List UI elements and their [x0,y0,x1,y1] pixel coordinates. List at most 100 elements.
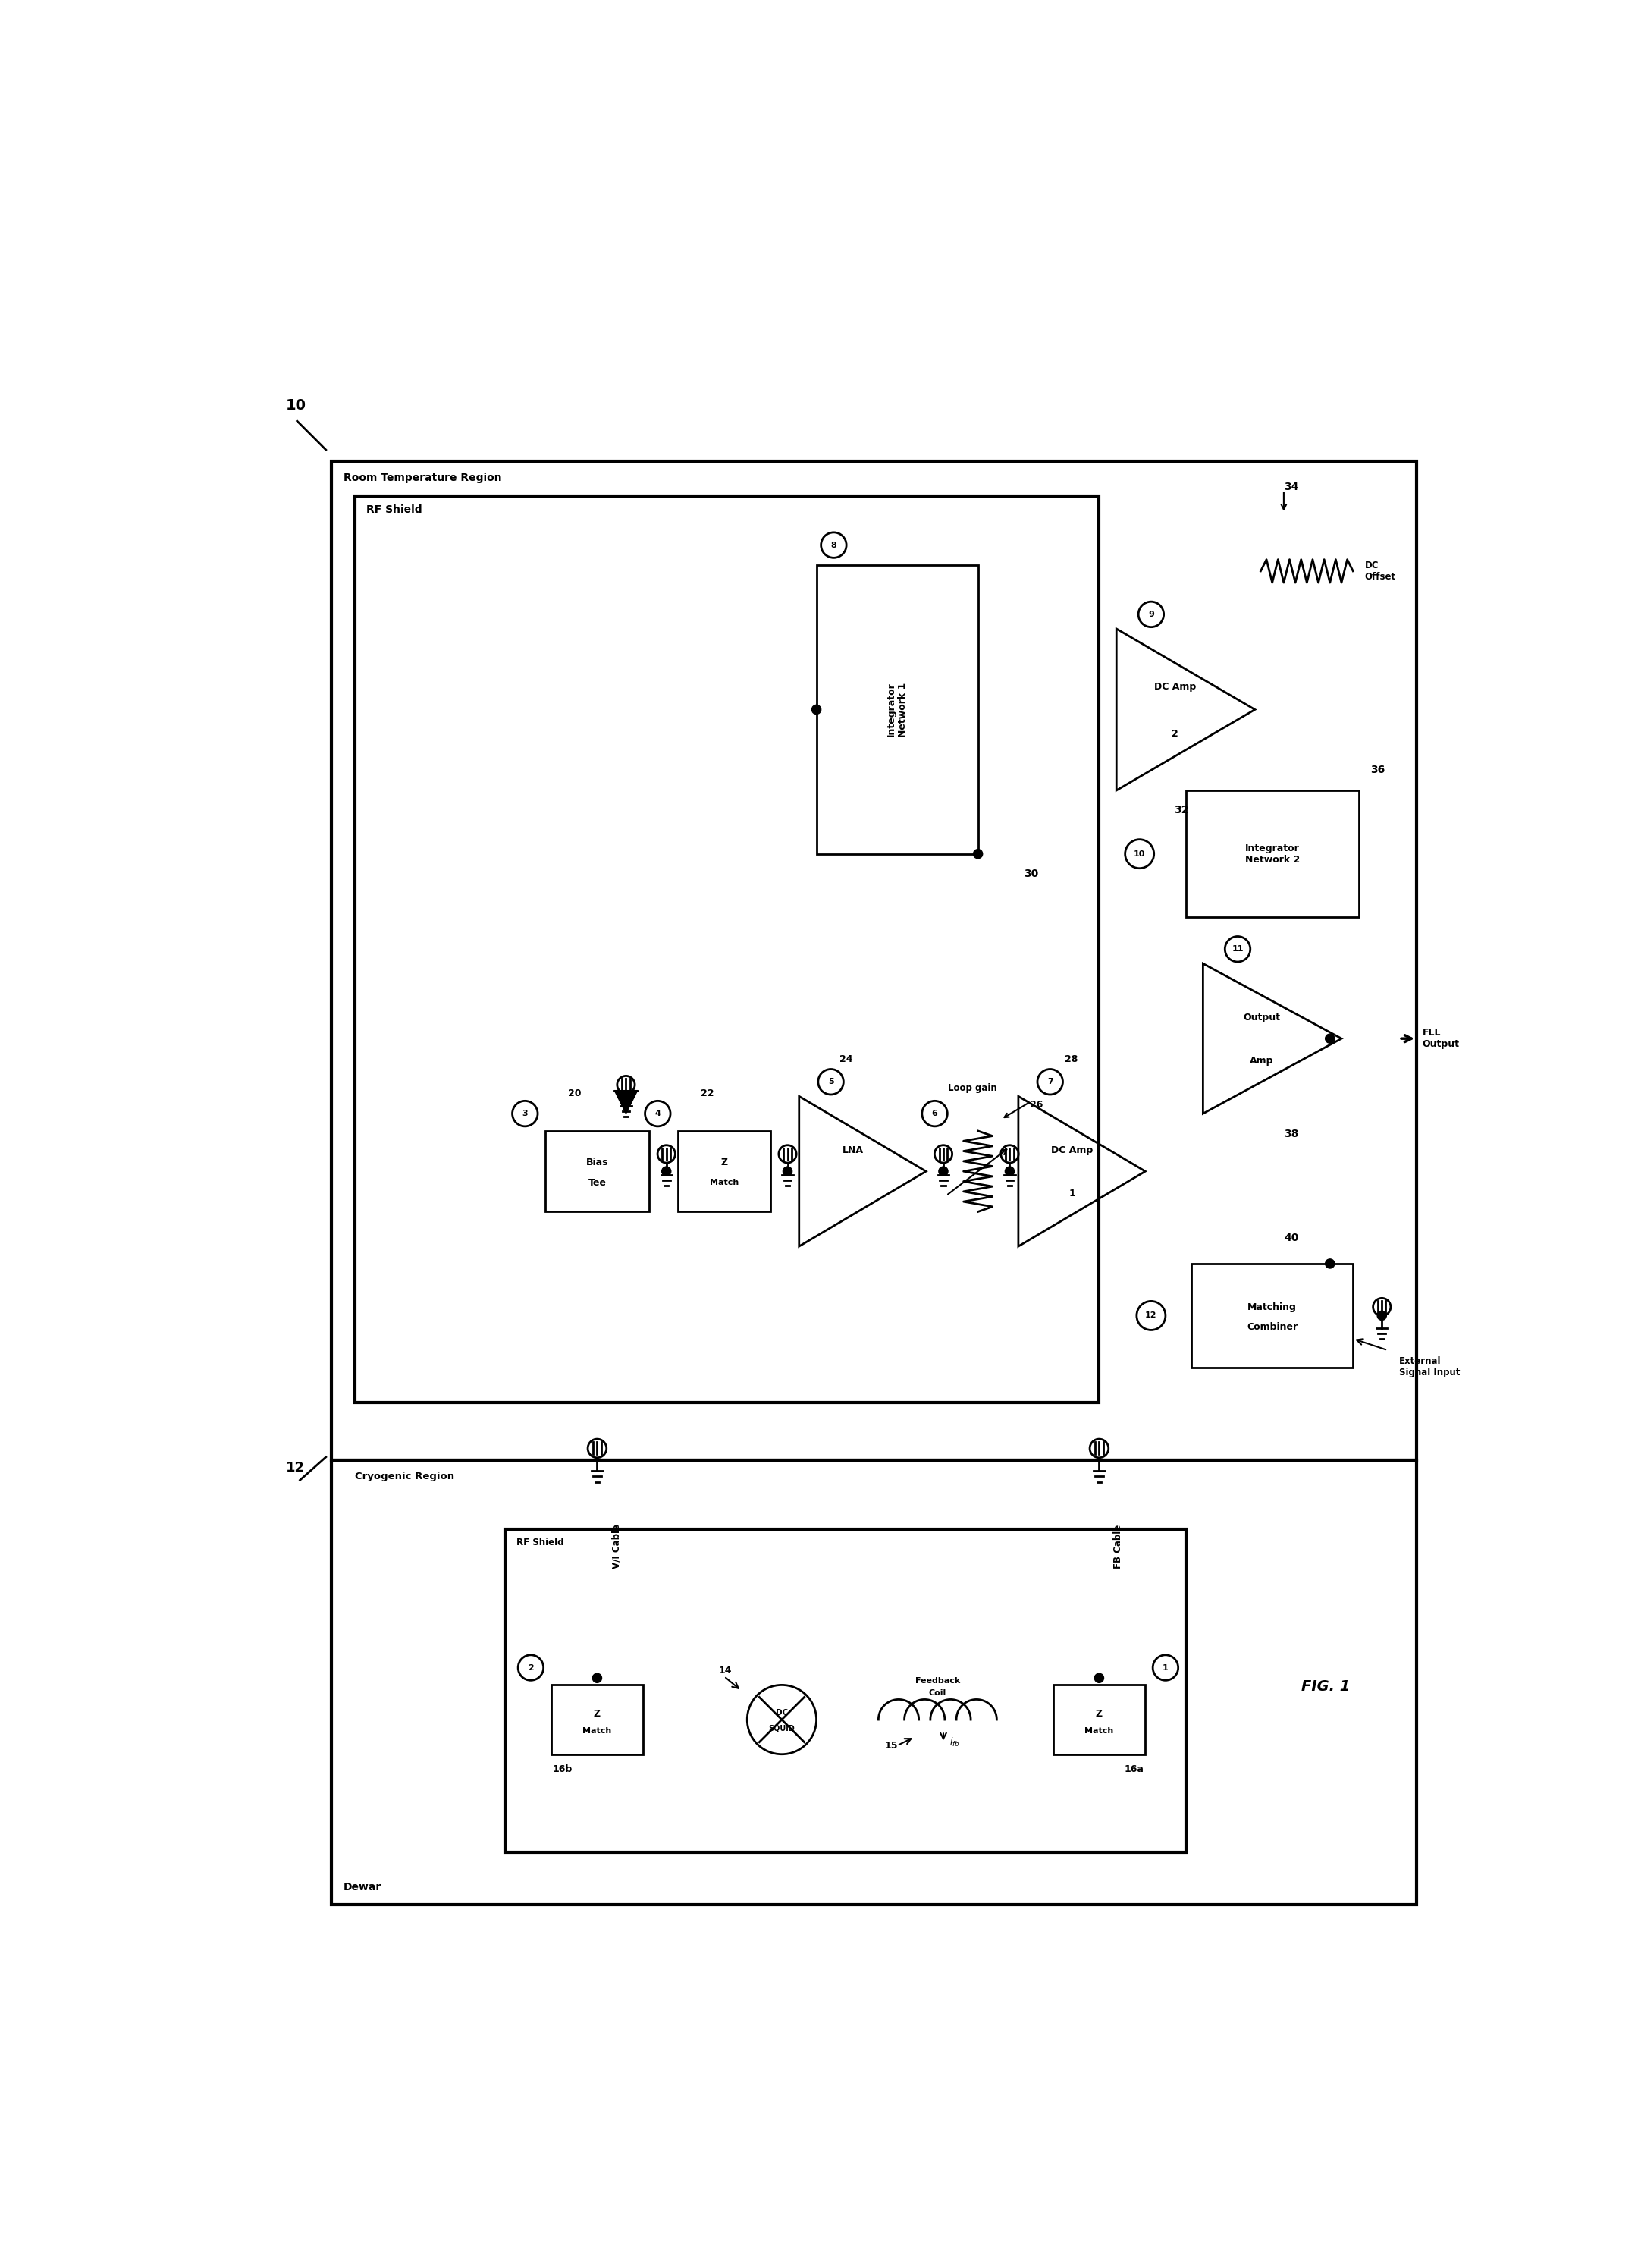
Text: Amp: Amp [1250,1057,1274,1066]
Text: Loop gain: Loop gain [948,1082,998,1093]
Text: $i_{fb}$: $i_{fb}$ [950,1737,960,1749]
Text: 9: 9 [1148,610,1155,619]
Text: Z: Z [1096,1708,1102,1719]
Bar [550,1685,644,1753]
Text: 32: 32 [1174,805,1189,816]
Text: 5: 5 [827,1077,834,1086]
Text: SQUID: SQUID [768,1724,794,1733]
Circle shape [518,1656,544,1681]
Text: Matching: Matching [1248,1302,1297,1311]
Text: 8: 8 [830,542,837,549]
Text: Feedback: Feedback [916,1678,960,1685]
Circle shape [1137,1302,1166,1329]
Text: 4: 4 [655,1109,660,1118]
Text: Room Temperature Region: Room Temperature Region [344,474,501,483]
Text: 34: 34 [1284,481,1299,492]
Circle shape [922,1100,947,1127]
Bar [1191,1263,1353,1368]
Text: 16a: 16a [1124,1765,1143,1774]
Circle shape [1325,1034,1335,1043]
Circle shape [1153,1656,1178,1681]
Text: 11: 11 [1232,946,1243,953]
Text: 1: 1 [1163,1665,1168,1672]
Text: 10: 10 [285,399,306,413]
Text: 12: 12 [285,1461,305,1474]
Text: 2: 2 [1171,728,1179,739]
Text: 7: 7 [1047,1077,1053,1086]
Text: 38: 38 [1284,1129,1299,1139]
Text: FB Cable: FB Cable [1114,1524,1124,1569]
Circle shape [645,1100,670,1127]
Text: DC Amp: DC Amp [1155,683,1196,692]
Circle shape [662,1166,672,1175]
Circle shape [1094,1674,1104,1683]
Circle shape [593,1674,601,1683]
Circle shape [1037,1068,1063,1095]
Text: 1: 1 [1070,1188,1076,1200]
Text: 36: 36 [1371,764,1386,776]
Circle shape [783,1166,793,1175]
Circle shape [1006,1166,1014,1175]
Text: Dewar: Dewar [344,1882,382,1894]
Circle shape [812,705,821,714]
Text: DC Amp: DC Amp [1052,1145,1093,1154]
Text: Match: Match [709,1179,739,1186]
Text: Match: Match [583,1728,611,1735]
Text: 20: 20 [568,1089,581,1098]
Circle shape [939,1166,948,1175]
Circle shape [1138,601,1163,626]
Text: Integrator
Network 1: Integrator Network 1 [886,683,907,737]
Text: FIG. 1: FIG. 1 [1301,1678,1350,1694]
Polygon shape [614,1091,637,1114]
Text: 12: 12 [1145,1311,1156,1320]
Bar [331,1461,1417,1905]
Bar [816,565,978,853]
Text: Bias: Bias [586,1157,608,1168]
Text: External
Signal Input: External Signal Input [1399,1356,1459,1377]
Text: 24: 24 [840,1055,853,1064]
Text: 30: 30 [1024,869,1038,880]
Text: 22: 22 [701,1089,714,1098]
Bar [1186,789,1360,916]
Circle shape [1378,1311,1386,1320]
Text: RF Shield: RF Shield [367,506,423,515]
Bar [331,460,1417,1461]
Circle shape [513,1100,537,1127]
Text: 16b: 16b [552,1765,572,1774]
Text: 6: 6 [932,1109,937,1118]
Text: Combiner: Combiner [1247,1322,1297,1331]
Text: 14: 14 [719,1667,732,1676]
Text: Z: Z [593,1708,601,1719]
Text: 15: 15 [885,1742,898,1751]
Bar [1053,1685,1145,1753]
Text: 26: 26 [1030,1100,1043,1109]
Circle shape [1225,937,1250,962]
Bar [355,497,1099,1402]
Text: 40: 40 [1284,1232,1299,1243]
Text: DC
Offset: DC Offset [1364,560,1396,581]
Text: 3: 3 [523,1109,527,1118]
Text: DC: DC [776,1708,788,1717]
Circle shape [973,848,983,860]
Text: Tee: Tee [588,1177,606,1188]
Circle shape [1325,1259,1335,1268]
Bar [505,1529,1186,1853]
Text: Z: Z [721,1157,727,1168]
Text: Coil: Coil [929,1690,947,1696]
Text: Match: Match [1084,1728,1114,1735]
Text: RF Shield: RF Shield [516,1538,563,1547]
Bar [678,1132,770,1211]
Text: 2: 2 [527,1665,534,1672]
Text: 28: 28 [1065,1055,1078,1064]
Text: 10: 10 [1133,850,1145,857]
Text: Integrator
Network 2: Integrator Network 2 [1245,844,1299,864]
Text: LNA: LNA [842,1145,863,1154]
Text: V/I Cable: V/I Cable [611,1524,621,1569]
Circle shape [1125,839,1153,869]
Circle shape [821,533,847,558]
Text: Output: Output [1243,1012,1281,1023]
Bar [545,1132,649,1211]
Text: Cryogenic Region: Cryogenic Region [355,1472,454,1481]
Text: FLL
Output: FLL Output [1422,1027,1459,1050]
Circle shape [817,1068,844,1095]
